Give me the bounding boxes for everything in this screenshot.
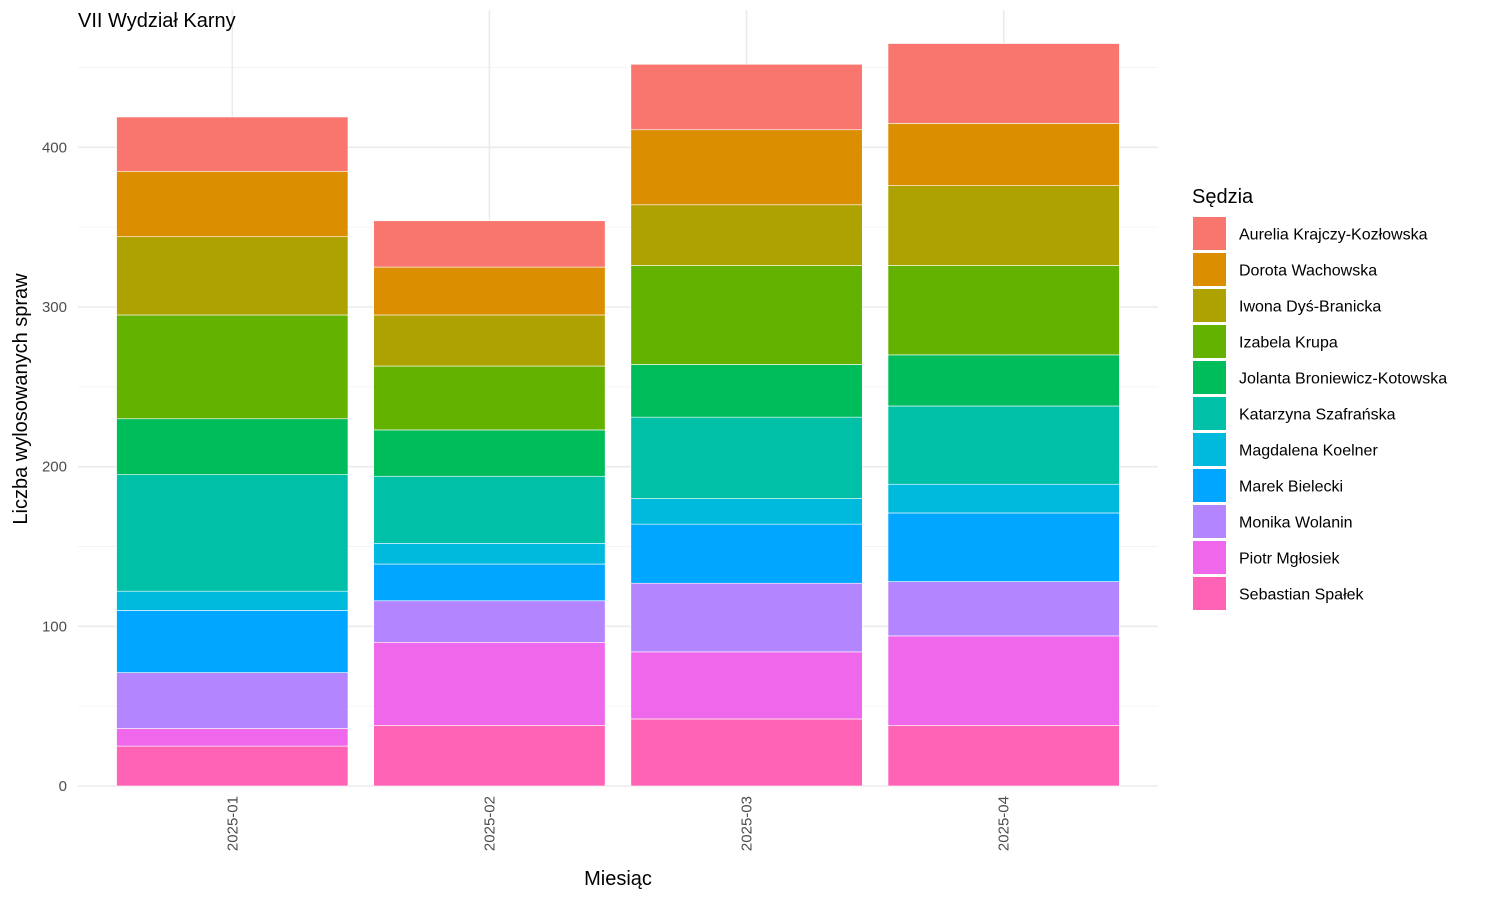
y-tick-label: 300 — [42, 299, 67, 316]
legend-swatch — [1193, 325, 1226, 358]
bar-segment — [887, 483, 1120, 514]
bar-segment — [116, 745, 349, 787]
legend-label: Magdalena Koelner — [1239, 443, 1378, 460]
y-axis-ticks: 0 100 200 300 400 — [42, 139, 67, 795]
legend-label: Piotr Mgłosiek — [1239, 551, 1340, 568]
bar-segment — [373, 600, 606, 643]
legend-swatch — [1193, 577, 1226, 610]
bar-segment — [116, 236, 349, 316]
legend: Sędzia Aurelia Krajczy-Kozłowska Dorota W… — [1192, 186, 1447, 610]
bar-segment — [630, 651, 863, 720]
y-axis-title: Liczba wylosowanych spraw — [10, 273, 32, 525]
legend-label: Dorota Wachowska — [1239, 263, 1377, 280]
legend-swatch — [1193, 541, 1226, 574]
bar-segment — [887, 265, 1120, 356]
legend-title: Sędzia — [1192, 186, 1254, 208]
bar-segment — [630, 129, 863, 206]
legend-label: Aurelia Krajczy-Kozłowska — [1239, 227, 1428, 244]
bar-segment — [887, 725, 1120, 787]
y-tick-label: 100 — [42, 618, 67, 635]
bar-segment — [373, 365, 606, 431]
bar-segment — [373, 475, 606, 544]
bar-segment — [630, 364, 863, 418]
bar-segment — [116, 728, 349, 747]
bar-segment — [887, 185, 1120, 266]
bar-segment — [116, 170, 349, 238]
x-tick-label: 2025-04 — [996, 796, 1013, 851]
x-tick-label: 2025-01 — [224, 796, 241, 851]
y-tick-label: 400 — [42, 139, 67, 156]
legend-label: Izabela Krupa — [1239, 335, 1338, 352]
legend-label: Sebastian Spałek — [1239, 587, 1365, 604]
legend-swatch — [1193, 397, 1226, 430]
legend-swatch — [1193, 217, 1226, 250]
bar-segment — [887, 43, 1120, 124]
bar-segment — [630, 523, 863, 584]
bar-segment — [630, 718, 863, 787]
bar-segment — [887, 512, 1120, 582]
bar-segment — [116, 314, 349, 420]
legend-swatch — [1193, 469, 1226, 502]
legend-label: Monika Wolanin — [1239, 515, 1353, 532]
bar-segment — [116, 610, 349, 673]
bar-segment — [373, 725, 606, 787]
bar-segment — [630, 204, 863, 266]
legend-swatch — [1193, 433, 1226, 466]
legend-swatch — [1193, 289, 1226, 322]
bar-segment — [630, 498, 863, 525]
bar-segment — [887, 581, 1120, 637]
bar-segment — [887, 635, 1120, 726]
bar-segment — [373, 314, 606, 367]
bar-segment — [116, 116, 349, 172]
y-tick-label: 0 — [59, 778, 67, 795]
bar-segment — [630, 416, 863, 499]
chart-title: VII Wydział Karny — [78, 10, 236, 32]
bar-segment — [630, 63, 863, 131]
bars — [116, 43, 1120, 787]
x-axis-title: Miesiąc — [584, 868, 652, 890]
bar-segment — [373, 266, 606, 316]
legend-label: Katarzyna Szafrańska — [1239, 407, 1396, 424]
legend-swatch — [1193, 361, 1226, 394]
legend-swatch — [1193, 505, 1226, 538]
x-tick-label: 2025-03 — [739, 796, 756, 851]
bar-segment — [373, 641, 606, 726]
bar-segment — [373, 543, 606, 565]
bar-segment — [373, 563, 606, 602]
bar-segment — [373, 429, 606, 477]
legend-label: Marek Bielecki — [1239, 479, 1343, 496]
y-tick-label: 200 — [42, 459, 67, 476]
legend-label: Iwona Dyś-Branicka — [1239, 299, 1381, 316]
legend-swatch — [1193, 253, 1226, 286]
bar-segment — [116, 474, 349, 592]
bar-segment — [116, 590, 349, 611]
bar-segment — [887, 405, 1120, 485]
bar-segment — [887, 123, 1120, 186]
bar-segment — [116, 418, 349, 475]
bar-segment — [373, 220, 606, 268]
bar-segment — [630, 582, 863, 653]
bar-segment — [116, 672, 349, 729]
x-tick-label: 2025-02 — [481, 796, 498, 851]
bar-segment — [887, 354, 1120, 407]
bar-segment — [630, 265, 863, 365]
x-axis-ticks: 2025-01 2025-02 2025-03 2025-04 — [224, 796, 1012, 851]
legend-label: Jolanta Broniewicz-Kotowska — [1239, 371, 1447, 388]
